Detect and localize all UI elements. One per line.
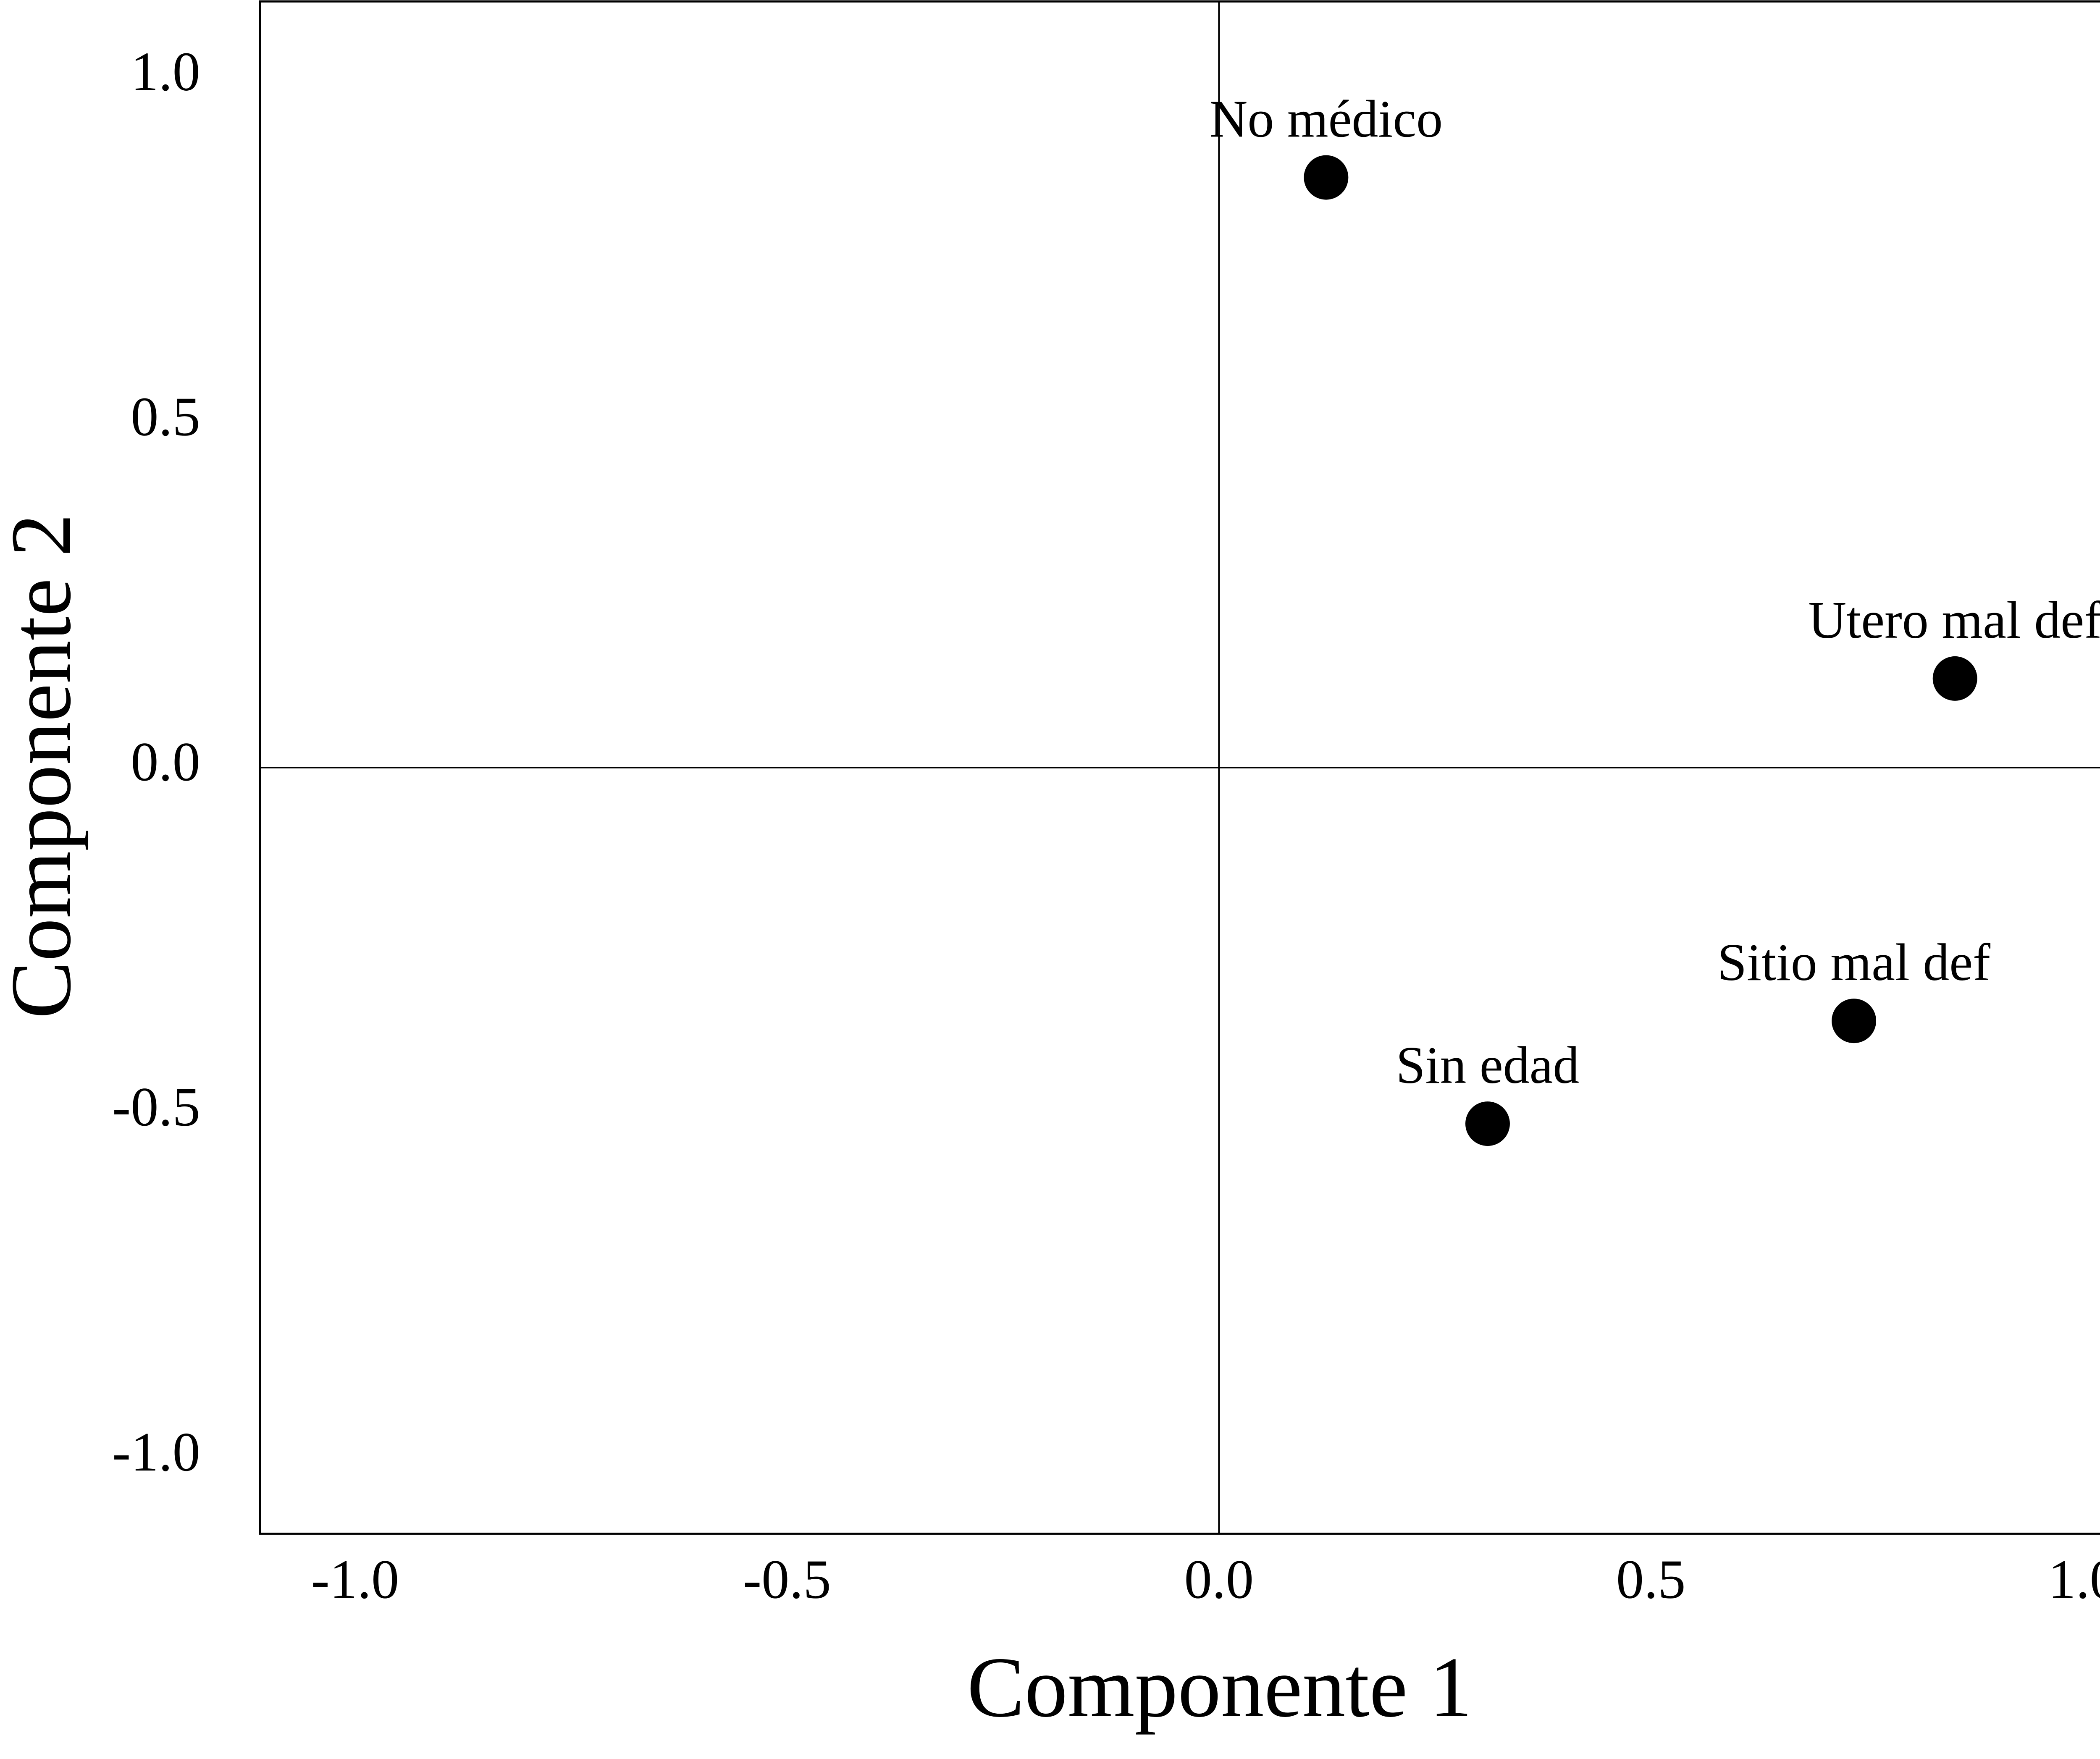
point — [1465, 1101, 1510, 1146]
point-label: Utero mal def — [1808, 591, 2100, 650]
x-tick-label: 0.5 — [1616, 1548, 1686, 1610]
x-tick-label: 1.0 — [2048, 1548, 2100, 1610]
y-tick-label: 0.5 — [131, 385, 200, 447]
y-tick-label: 1.0 — [131, 41, 200, 102]
y-tick-label: -1.0 — [112, 1421, 200, 1483]
point-label: Sin edad — [1396, 1036, 1580, 1095]
y-tick-label: -0.5 — [112, 1076, 200, 1138]
y-tick-label: 0.0 — [131, 731, 200, 792]
x-tick-label: -1.0 — [311, 1548, 399, 1610]
y-axis-title: Componente 2 — [0, 514, 89, 1019]
point — [1932, 656, 1977, 701]
point-label: Sitio mal def — [1717, 933, 1990, 992]
point — [1832, 999, 1877, 1043]
x-tick-label: -0.5 — [743, 1548, 831, 1610]
x-axis-title: Componente 1 — [967, 1640, 1472, 1735]
point — [1304, 155, 1349, 200]
point-label: No médico — [1210, 90, 1443, 149]
x-tick-label: 0.0 — [1184, 1548, 1254, 1610]
